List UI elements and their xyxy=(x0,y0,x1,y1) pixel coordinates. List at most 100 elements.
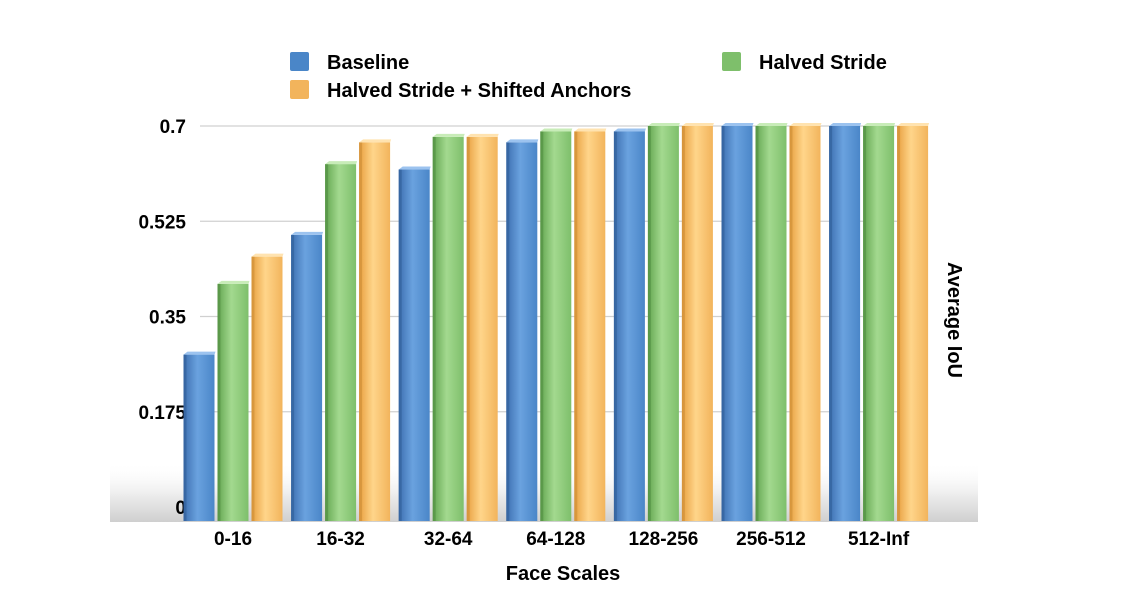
x-tick-label: 256-512 xyxy=(736,529,806,550)
bar-edge xyxy=(789,126,793,521)
y-axis-ticks: 0 0.175 0.35 0.525 0.7 xyxy=(138,117,186,519)
bar xyxy=(506,139,539,522)
bar-edge xyxy=(540,131,544,521)
bar xyxy=(755,123,788,521)
bar xyxy=(863,123,896,521)
bar xyxy=(897,123,930,521)
y-tick-label: 0.7 xyxy=(160,117,186,138)
bar xyxy=(398,166,431,522)
bar-top xyxy=(466,133,499,137)
x-tick-label: 64-128 xyxy=(526,529,585,550)
bar-face xyxy=(398,169,430,522)
bar-top xyxy=(647,123,680,126)
bar-top xyxy=(789,123,822,126)
bar-face xyxy=(183,354,215,521)
x-tick-label: 16-32 xyxy=(316,529,365,550)
bar-top xyxy=(183,351,216,355)
bar-face xyxy=(613,131,645,521)
legend-swatch xyxy=(290,52,309,71)
x-tick-label: 0-16 xyxy=(214,529,252,550)
legend-label: Halved Stride + Shifted Anchors xyxy=(327,80,631,102)
bar-top xyxy=(251,253,284,257)
bar-top xyxy=(613,128,646,132)
bar-face xyxy=(325,164,357,521)
bar-face xyxy=(863,126,895,521)
bar-face xyxy=(251,256,283,521)
bar-edge xyxy=(647,126,651,521)
bar-edge xyxy=(897,126,901,521)
bar xyxy=(681,123,714,521)
bar xyxy=(647,123,680,521)
y-axis-title: Average IoU xyxy=(943,262,965,378)
bar-top xyxy=(681,123,714,126)
bar-edge xyxy=(755,126,759,521)
bar-top xyxy=(291,231,324,235)
bar-face xyxy=(466,136,498,521)
bar-edge xyxy=(829,126,833,521)
bar-edge xyxy=(506,142,510,522)
bar-top xyxy=(829,123,862,126)
bar xyxy=(540,128,573,521)
bars xyxy=(183,123,930,522)
legend-label: Halved Stride xyxy=(759,52,887,74)
bar-face xyxy=(291,234,323,521)
bar xyxy=(325,161,358,521)
bar xyxy=(829,123,862,521)
bar-edge xyxy=(398,169,402,522)
bar xyxy=(432,133,465,521)
bar-top xyxy=(540,128,573,132)
bar-top xyxy=(863,123,896,126)
bar-top xyxy=(897,123,930,126)
legend-item: Halved Stride + Shifted Anchors xyxy=(290,80,631,102)
bar-edge xyxy=(466,136,470,521)
bar-edge xyxy=(721,126,725,521)
legend-swatch xyxy=(722,52,741,71)
y-tick-label: 0.525 xyxy=(138,212,186,233)
bar xyxy=(217,280,250,521)
bar-face xyxy=(755,126,787,521)
bar-face xyxy=(506,142,538,522)
legend-item: Baseline xyxy=(290,52,409,74)
bar-face xyxy=(574,131,606,521)
bar-face xyxy=(432,136,464,521)
bar xyxy=(251,253,284,521)
bar-edge xyxy=(681,126,685,521)
bar-face xyxy=(829,126,861,521)
bar xyxy=(721,123,754,521)
x-tick-label: 512-Inf xyxy=(848,529,910,550)
bar-face xyxy=(647,126,679,521)
bar xyxy=(789,123,822,521)
legend: Baseline Halved Stride Halved Stride + Shi… xyxy=(290,52,887,102)
x-tick-label: 128-256 xyxy=(629,529,699,550)
y-tick-label: 0.175 xyxy=(138,403,186,424)
x-axis-title: Face Scales xyxy=(506,563,621,585)
y-tick-label: 0.35 xyxy=(149,308,186,329)
legend-swatch xyxy=(290,80,309,99)
x-tick-label: 32-64 xyxy=(424,529,473,550)
bar-top xyxy=(432,133,465,137)
bar-face xyxy=(359,142,391,522)
bar-top xyxy=(506,139,539,143)
x-axis-ticks: 0-16 16-32 32-64 64-128 128-256 256-512 512-In… xyxy=(214,529,910,550)
bar-edge xyxy=(359,142,363,522)
bar-edge xyxy=(217,283,221,521)
bar xyxy=(613,128,646,521)
bar xyxy=(574,128,607,521)
bar-face xyxy=(540,131,572,521)
bar-top xyxy=(574,128,607,132)
bar-edge xyxy=(432,136,436,521)
legend-item: Halved Stride xyxy=(722,52,887,74)
bar xyxy=(359,139,392,522)
bar-face xyxy=(681,126,713,521)
bar-edge xyxy=(613,131,617,521)
legend-label: Baseline xyxy=(327,52,409,74)
bar-edge xyxy=(183,354,187,521)
y-tick-label: 0 xyxy=(175,498,186,519)
bar-edge xyxy=(291,234,295,521)
bar-face xyxy=(217,283,249,521)
bar xyxy=(183,351,216,521)
bar-face xyxy=(897,126,929,521)
bar-face xyxy=(721,126,753,521)
bar-edge xyxy=(574,131,578,521)
bar-top xyxy=(721,123,754,126)
